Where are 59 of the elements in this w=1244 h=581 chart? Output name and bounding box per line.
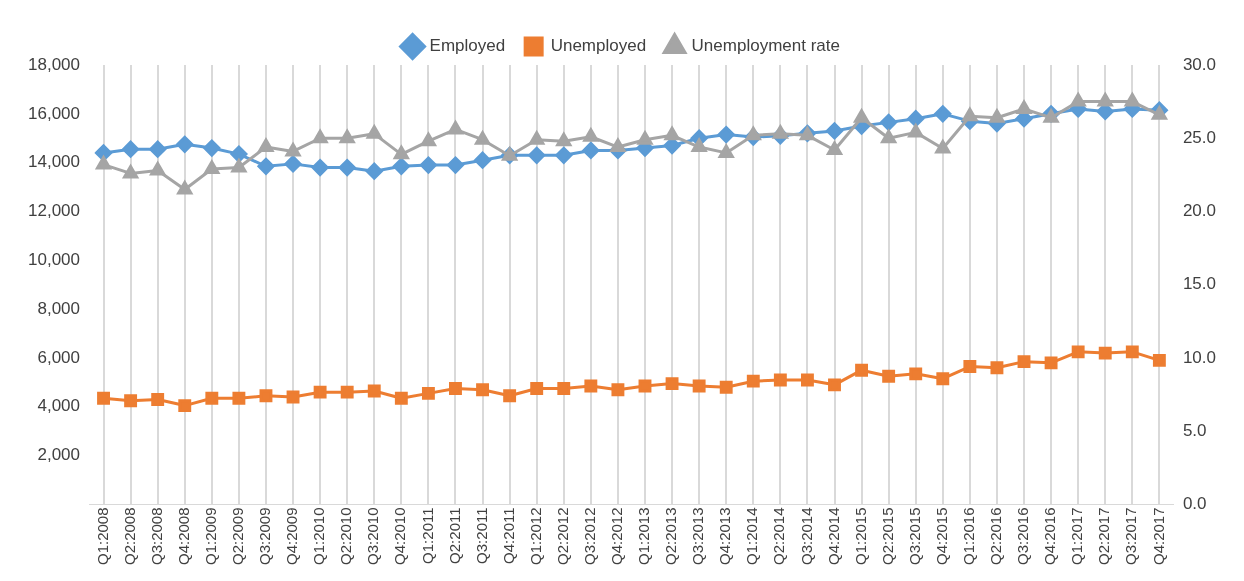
- y-tick-label: 12,000: [28, 201, 80, 221]
- x-tick-label: Q2:2008: [120, 507, 138, 565]
- x-tick-label: Q2:2014: [770, 507, 788, 565]
- x-tick-label: Q2:2015: [878, 507, 896, 565]
- y-tick-label: 8,000: [37, 298, 80, 318]
- legend-label: Unemployed: [550, 36, 647, 56]
- x-tick-label: Q3:2008: [147, 507, 165, 565]
- x-tick-label: Q1:2010: [310, 507, 328, 565]
- x-tick-label: Q2:2009: [229, 507, 247, 565]
- y-tick-label: 6,000: [37, 347, 80, 367]
- x-tick-label: Q2:2010: [337, 507, 355, 565]
- x-tick-label: Q3:2013: [689, 507, 707, 565]
- x-tick-label: Q2:2011: [445, 507, 463, 564]
- x-tick-label: Q4:2016: [1041, 507, 1059, 565]
- x-tick-label: Q4:2015: [932, 507, 950, 565]
- x-tick-label: Q1:2013: [635, 507, 653, 565]
- x-tick-label: Q4:2014: [824, 507, 842, 565]
- y-tick-label: 2,000: [37, 445, 80, 465]
- legend-label: Employed: [429, 36, 506, 56]
- x-tick-label: Q2:2016: [987, 507, 1005, 565]
- x-tick-label: Q1:2012: [526, 507, 544, 565]
- y2-tick-label: 5.0: [1182, 420, 1207, 440]
- x-tick-label: Q1:2008: [93, 507, 111, 565]
- y2-tick-label: 10.0: [1182, 347, 1217, 367]
- x-tick-label: Q3:2012: [580, 507, 598, 565]
- x-tick-label: Q4:2009: [283, 507, 301, 565]
- x-tick-label: Q4:2011: [499, 507, 517, 564]
- y2-tick-label: 25.0: [1182, 127, 1217, 147]
- y-tick-label: 18,000: [28, 54, 80, 74]
- x-tick-label: Q4:2013: [716, 507, 734, 565]
- x-tick-label: Q4:2017: [1149, 507, 1167, 565]
- x-tick-label: Q3:2009: [256, 507, 274, 565]
- y2-tick-label: 0.0: [1182, 494, 1207, 514]
- y-tick-label: 16,000: [28, 103, 80, 123]
- x-tick-label: Q3:2015: [905, 507, 923, 565]
- x-tick-label: Q3:2014: [797, 507, 815, 565]
- x-tick-label: Q2:2012: [553, 507, 571, 565]
- x-tick-label: Q2:2017: [1095, 507, 1113, 565]
- x-tick-label: Q1:2009: [201, 507, 219, 565]
- y-tick-label: 10,000: [28, 250, 80, 269]
- x-tick-label: Q1:2017: [1068, 507, 1086, 565]
- y2-tick-label: 15.0: [1182, 274, 1217, 294]
- x-tick-label: Q1:2015: [851, 507, 869, 565]
- y2-tick-label: 30.0: [1182, 54, 1217, 74]
- y-tick-label: 4,000: [37, 396, 80, 416]
- x-tick-label: Q3:2016: [1014, 507, 1032, 565]
- x-tick-label: Q3:2010: [364, 507, 382, 565]
- x-tick-label: Q1:2016: [960, 507, 978, 565]
- x-tick-label: Q3:2017: [1122, 507, 1140, 565]
- y-tick-label: 14,000: [28, 152, 80, 172]
- x-tick-label: Q4:2008: [174, 507, 192, 565]
- x-tick-label: Q4:2012: [608, 507, 626, 565]
- x-tick-label: Q1:2011: [418, 507, 436, 564]
- x-tick-label: Q4:2010: [391, 507, 409, 565]
- legend-label: Unemployment rate: [691, 36, 840, 56]
- x-tick-label: Q1:2014: [743, 507, 761, 565]
- y2-tick-label: 20.0: [1182, 201, 1217, 221]
- x-tick-label: Q2:2013: [662, 507, 680, 565]
- x-tick-label: Q3:2011: [472, 507, 490, 564]
